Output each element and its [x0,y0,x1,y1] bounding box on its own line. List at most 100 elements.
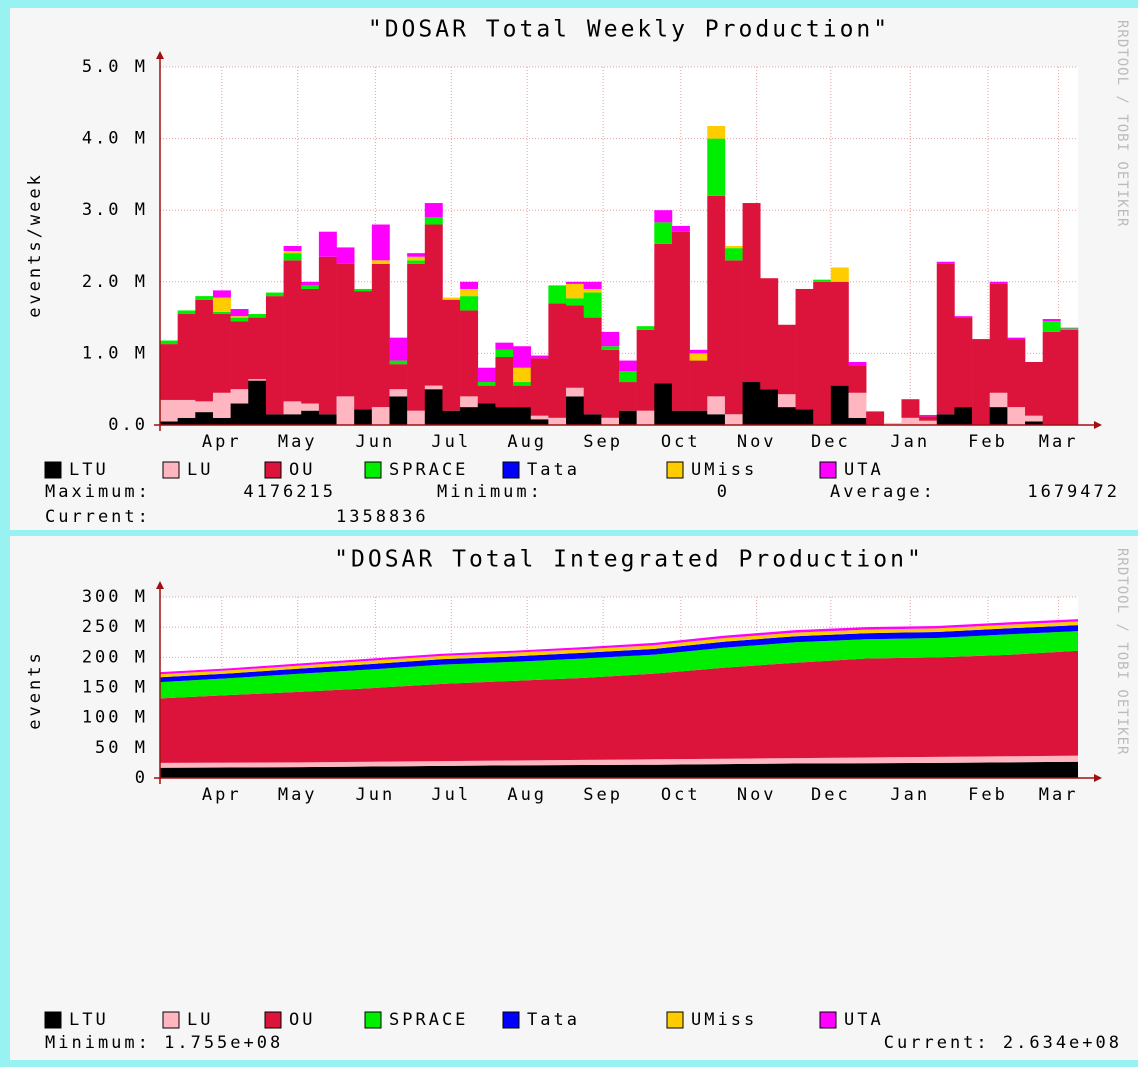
x-tick-label: Oct [661,785,701,805]
y-tick-label: 0 [135,768,148,788]
x-tick-label: Apr [202,785,242,805]
bar-segment [336,263,355,397]
bar-segment [477,382,496,386]
x-tick-label: Feb [968,432,1008,452]
bar-segment [477,385,496,404]
bar-segment [371,260,390,264]
bar-segment [689,410,708,425]
bar-segment [760,278,779,390]
bar-segment [654,222,673,244]
bar-segment [318,231,337,257]
area [160,631,1078,699]
bar-segment [795,288,814,410]
y-tick-label: 200 M [82,647,148,667]
bar-segment [548,303,567,418]
bar-segment [866,411,885,425]
bar-segment [777,407,796,425]
x-tick-label: Dec [811,432,851,452]
legend-label: Tata [527,1010,580,1030]
bar-segment [654,210,673,223]
y-tick-label: 3.0 M [82,200,148,220]
legend-swatch [264,1011,282,1029]
bar-segment [477,367,496,383]
stat: Maximum: [45,482,151,502]
bar-segment [460,288,479,297]
bar-segment [354,409,373,425]
bar-segment [566,283,584,299]
x-tick-label: Feb [968,785,1008,805]
bar-segment [407,256,426,261]
bar-segment [548,417,567,425]
area [160,761,1078,778]
legend-label: SPRACE [389,1010,468,1030]
bar-segment [566,387,584,397]
bar-segment [177,310,196,315]
bar-segment [177,314,196,400]
stat: Minimum: [437,482,543,502]
bar-segment [583,281,602,289]
bar-segment [1042,331,1061,425]
bar-segment [724,246,743,249]
bar-segment [1060,327,1079,329]
bar-segment [1025,415,1043,422]
bar-segment [919,420,938,425]
bar-segment [707,138,726,196]
bar-segment [230,309,249,317]
bar-segment [954,407,973,425]
bar-segment [513,407,532,425]
legend-label: LU [187,460,213,480]
bar-segment [636,329,655,411]
bar-segment [301,410,320,425]
bar-segment [989,281,1008,284]
bar-segment [707,396,726,415]
x-tick-label: Sep [583,432,623,452]
bar-segment [460,296,479,311]
y-tick-label: 1.0 M [82,343,148,363]
x-tick-label: May [278,432,318,452]
legend-swatch [162,1011,180,1029]
legend-label: UMiss [691,1010,757,1030]
stat: 1679472 [1027,482,1120,502]
legend-swatch [666,461,684,479]
y-axis-label: events [25,650,45,729]
bar-segment [707,414,726,425]
bar-segment [424,224,443,386]
bar-segment [318,256,337,415]
area [160,650,1078,763]
bar-segment [248,317,267,380]
bar-segment [371,224,390,261]
bar-segment [936,261,955,264]
bar-segment [230,316,249,318]
arrow [156,51,164,59]
bar-segment [301,403,320,411]
x-tick-label: Jun [356,785,396,805]
bar-segment [230,403,249,425]
bar-segment [619,410,637,425]
legend-swatch [502,461,520,479]
legend-label: UMiss [691,460,757,480]
bar-segment [1007,337,1026,340]
stat: 0 [717,482,730,502]
legend-swatch [264,461,282,479]
legend-swatch [364,461,382,479]
area [160,625,1078,683]
bar-segment [212,290,231,298]
bar-segment [795,409,814,425]
bar-segment [212,297,231,312]
bar-segment [601,331,620,347]
bar-segment [707,195,726,397]
bar-segment [601,346,620,350]
bar-segment [848,365,867,393]
bar-segment [601,417,620,425]
legend-swatch [364,1011,382,1029]
bar-segment [389,364,408,390]
legend-label: SPRACE [389,460,468,480]
bar-segment [248,314,267,318]
bar-segment [513,367,532,383]
bar-segment [530,358,549,416]
bar-segment [654,243,673,384]
bar-segment [442,299,461,411]
legend-label: LTU [69,460,109,480]
bar-segment [583,414,602,425]
